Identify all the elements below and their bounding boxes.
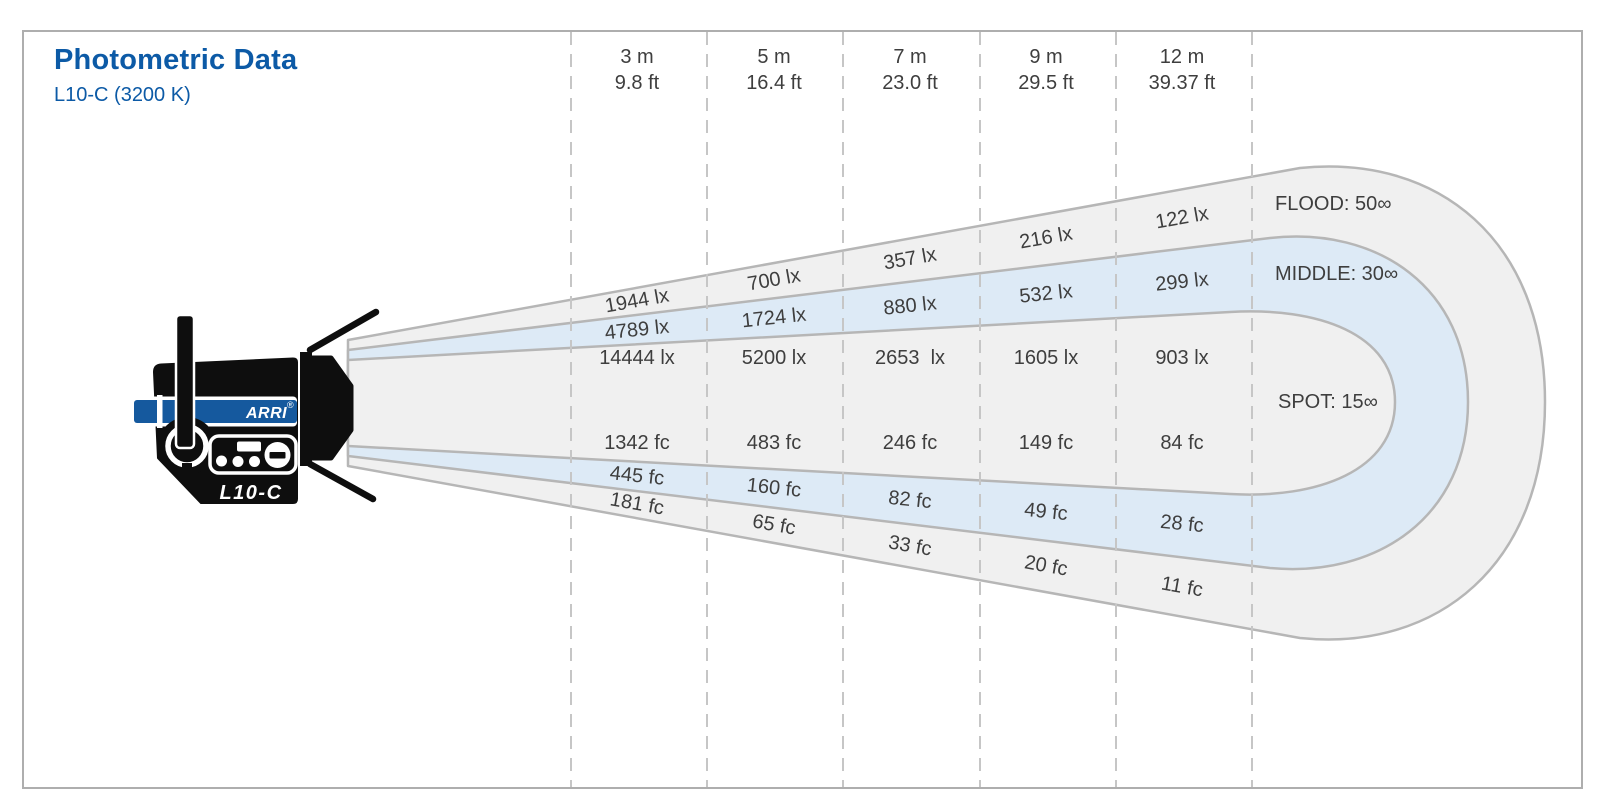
- value-spot-fc-5m: 483 fc: [746, 432, 802, 454]
- value-spot-lux-12m: 903 lx: [1155, 347, 1209, 369]
- panel-button-1: [216, 455, 227, 467]
- spot-beam-shape: [346, 310, 1397, 496]
- column-header-7m-meters: 7 m: [893, 46, 927, 68]
- column-header-3m-meters: 3 m: [620, 46, 654, 68]
- lens-hood: [309, 355, 354, 461]
- value-spot-lux-7m: 2653 lx: [874, 347, 946, 369]
- distance-gridlines: [570, 32, 1253, 787]
- stripe-gap: [157, 395, 163, 428]
- panel-display: [237, 441, 261, 452]
- barn-door-bottom: [306, 460, 377, 503]
- value-spot-lux-3m: 14444 lx: [599, 347, 675, 369]
- flood-beam-label: FLOOD: 50∞: [1275, 193, 1392, 215]
- column-header-7m-feet: 23.0 ft: [882, 72, 938, 94]
- model-label: L10-C: [219, 482, 282, 504]
- barn-door-top: [306, 308, 380, 354]
- page-title: Photometric Data: [54, 44, 298, 76]
- front-plate: [300, 352, 312, 466]
- column-header-9m-feet: 29.5 ft: [1018, 72, 1074, 94]
- column-header-12m-feet: 39.37 ft: [1148, 72, 1216, 94]
- value-spot-lux-5m: 5200 lx: [741, 347, 807, 369]
- yoke-knob-notch: [182, 463, 192, 478]
- column-header-5m-meters: 5 m: [757, 46, 791, 68]
- middle-beam-label: MIDDLE: 30∞: [1275, 263, 1399, 285]
- column-header-12m-meters: 12 m: [1159, 46, 1205, 68]
- value-spot-fc-3m: 1342 fc: [604, 432, 670, 454]
- yoke-bar: [174, 313, 196, 450]
- column-header-3m-feet: 9.8 ft: [614, 72, 660, 94]
- column-header-5m-feet: 16.4 ft: [746, 72, 802, 94]
- panel-button-3: [249, 456, 260, 467]
- panel-dimmer-minus: [269, 452, 286, 459]
- light-fixture: ARRI ® L10-C: [134, 308, 380, 504]
- value-spot-fc-7m: 246 fc: [882, 432, 938, 454]
- page-subtitle: L10-C (3200 K): [54, 84, 191, 106]
- value-spot-fc-12m: 84 fc: [1160, 432, 1204, 454]
- column-header-9m-meters: 9 m: [1029, 46, 1063, 68]
- panel-button-2: [232, 456, 244, 467]
- value-spot-fc-9m: 149 fc: [1018, 432, 1074, 454]
- arri-logo: ARRI: [245, 405, 287, 422]
- beam-cones: [346, 165, 1547, 641]
- arri-logo-reg: ®: [287, 400, 294, 410]
- spot-beam-label: SPOT: 15∞: [1278, 391, 1378, 413]
- value-spot-lux-9m: 1605 lx: [1013, 347, 1079, 369]
